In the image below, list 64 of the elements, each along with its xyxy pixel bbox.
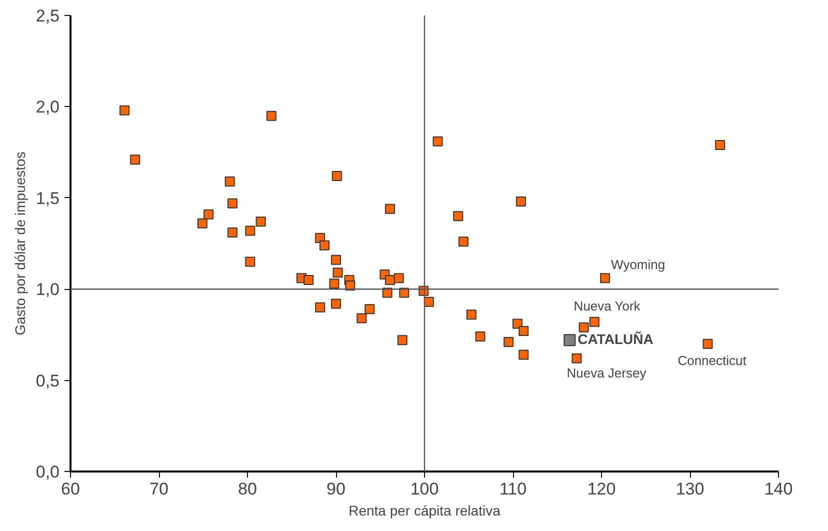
- y-tick-label: 2,0: [36, 98, 60, 117]
- x-tick-label: 70: [150, 480, 168, 498]
- point: [319, 240, 330, 250]
- point: [384, 204, 395, 214]
- point: [432, 136, 443, 146]
- point: [364, 304, 375, 314]
- y-axis-title: Gasto por dólar de impuestos: [12, 152, 28, 336]
- annotation: Connecticut: [678, 352, 747, 368]
- point: [130, 154, 140, 165]
- y-tick-label: 2,5: [36, 6, 60, 26]
- y-tick-label: 1,0: [36, 280, 60, 300]
- point: [266, 110, 276, 121]
- x-tick-label: 100: [410, 480, 439, 498]
- x-tick-label: 90: [326, 480, 346, 498]
- point: [475, 332, 486, 342]
- y-tick-label: 0,5: [36, 371, 60, 390]
- series-label: CATALUÑA: [578, 331, 654, 348]
- point: [197, 218, 208, 228]
- point: [518, 350, 529, 360]
- point: [572, 353, 582, 364]
- point: [702, 338, 713, 349]
- point: [466, 310, 476, 320]
- annotation: Nueva York: [574, 298, 641, 314]
- point: [256, 216, 266, 227]
- point: [564, 334, 576, 346]
- point: [715, 140, 726, 150]
- point: [458, 236, 468, 247]
- point: [245, 226, 256, 236]
- point: [504, 336, 514, 347]
- y-tick-label: 1,5: [36, 188, 60, 208]
- point: [356, 313, 367, 324]
- point: [315, 302, 326, 312]
- point: [331, 298, 341, 309]
- point: [227, 198, 238, 208]
- point: [331, 254, 341, 265]
- point: [516, 196, 526, 207]
- point: [245, 256, 256, 267]
- point: [119, 105, 130, 116]
- x-axis-title: Renta per cápita relativa: [348, 502, 501, 518]
- point: [329, 278, 340, 289]
- point: [589, 316, 600, 327]
- point: [453, 211, 464, 222]
- point: [600, 273, 610, 284]
- point: [224, 176, 235, 186]
- x-tick-label: 130: [676, 480, 704, 498]
- x-tick-label: 120: [587, 480, 616, 498]
- x-tick-label: 80: [238, 480, 257, 498]
- point: [227, 228, 238, 238]
- y-tick-label: 0,0: [36, 462, 60, 482]
- annotation: Wyoming: [611, 257, 666, 272]
- point: [424, 296, 434, 307]
- point: [518, 326, 529, 336]
- point: [332, 171, 342, 182]
- x-tick-label: 110: [499, 480, 527, 498]
- point: [394, 273, 404, 284]
- x-tick-label: 60: [61, 480, 80, 498]
- point: [204, 209, 214, 220]
- point: [384, 274, 395, 285]
- annotation: Nueva Jersey: [566, 365, 647, 380]
- point: [397, 335, 408, 346]
- point: [332, 268, 343, 278]
- point: [578, 322, 589, 332]
- point: [304, 274, 314, 285]
- x-tick-label: 140: [764, 480, 793, 498]
